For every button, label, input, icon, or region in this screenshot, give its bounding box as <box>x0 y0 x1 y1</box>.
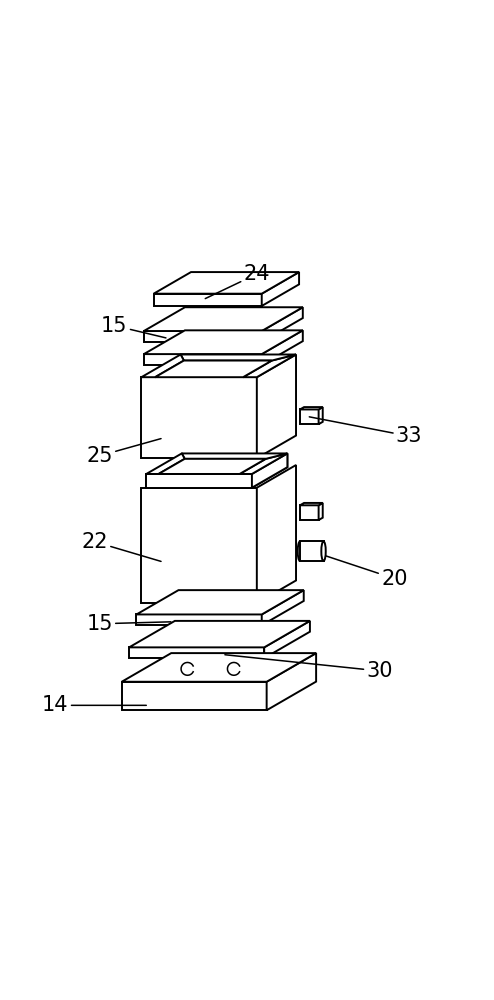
Polygon shape <box>300 503 323 505</box>
Text: 20: 20 <box>312 551 408 589</box>
Text: 24: 24 <box>205 264 270 299</box>
Polygon shape <box>182 453 288 459</box>
Polygon shape <box>141 354 184 377</box>
Polygon shape <box>129 647 264 658</box>
Polygon shape <box>300 407 323 409</box>
Text: 25: 25 <box>86 439 161 466</box>
Polygon shape <box>155 361 272 377</box>
Polygon shape <box>181 354 296 361</box>
Polygon shape <box>144 330 303 354</box>
Polygon shape <box>122 682 267 710</box>
Polygon shape <box>262 330 303 365</box>
Polygon shape <box>252 453 288 488</box>
Text: 33: 33 <box>309 417 422 446</box>
Polygon shape <box>300 541 324 561</box>
Ellipse shape <box>321 541 326 561</box>
Text: 14: 14 <box>42 695 146 715</box>
Polygon shape <box>146 453 185 474</box>
Text: 15: 15 <box>86 614 171 634</box>
Polygon shape <box>264 621 310 658</box>
Polygon shape <box>252 453 288 488</box>
Polygon shape <box>144 354 262 365</box>
Polygon shape <box>262 307 303 342</box>
Polygon shape <box>154 294 262 306</box>
Polygon shape <box>257 465 296 603</box>
Polygon shape <box>240 453 288 474</box>
Polygon shape <box>141 488 257 603</box>
Polygon shape <box>257 354 296 458</box>
Text: 30: 30 <box>225 655 393 681</box>
Polygon shape <box>141 377 257 458</box>
Polygon shape <box>262 590 304 625</box>
Polygon shape <box>122 653 316 682</box>
Polygon shape <box>159 459 266 474</box>
Polygon shape <box>146 474 252 488</box>
Polygon shape <box>129 621 310 647</box>
Polygon shape <box>144 307 303 331</box>
Polygon shape <box>262 272 299 306</box>
Polygon shape <box>319 407 323 424</box>
Polygon shape <box>154 272 299 294</box>
Text: 22: 22 <box>82 532 161 561</box>
Polygon shape <box>136 590 304 614</box>
Polygon shape <box>243 354 296 377</box>
Polygon shape <box>146 474 252 488</box>
Text: 15: 15 <box>101 316 166 338</box>
Polygon shape <box>136 614 262 625</box>
Polygon shape <box>319 503 323 520</box>
Polygon shape <box>300 409 319 424</box>
Polygon shape <box>300 505 319 520</box>
Polygon shape <box>144 331 262 342</box>
Polygon shape <box>267 653 316 710</box>
